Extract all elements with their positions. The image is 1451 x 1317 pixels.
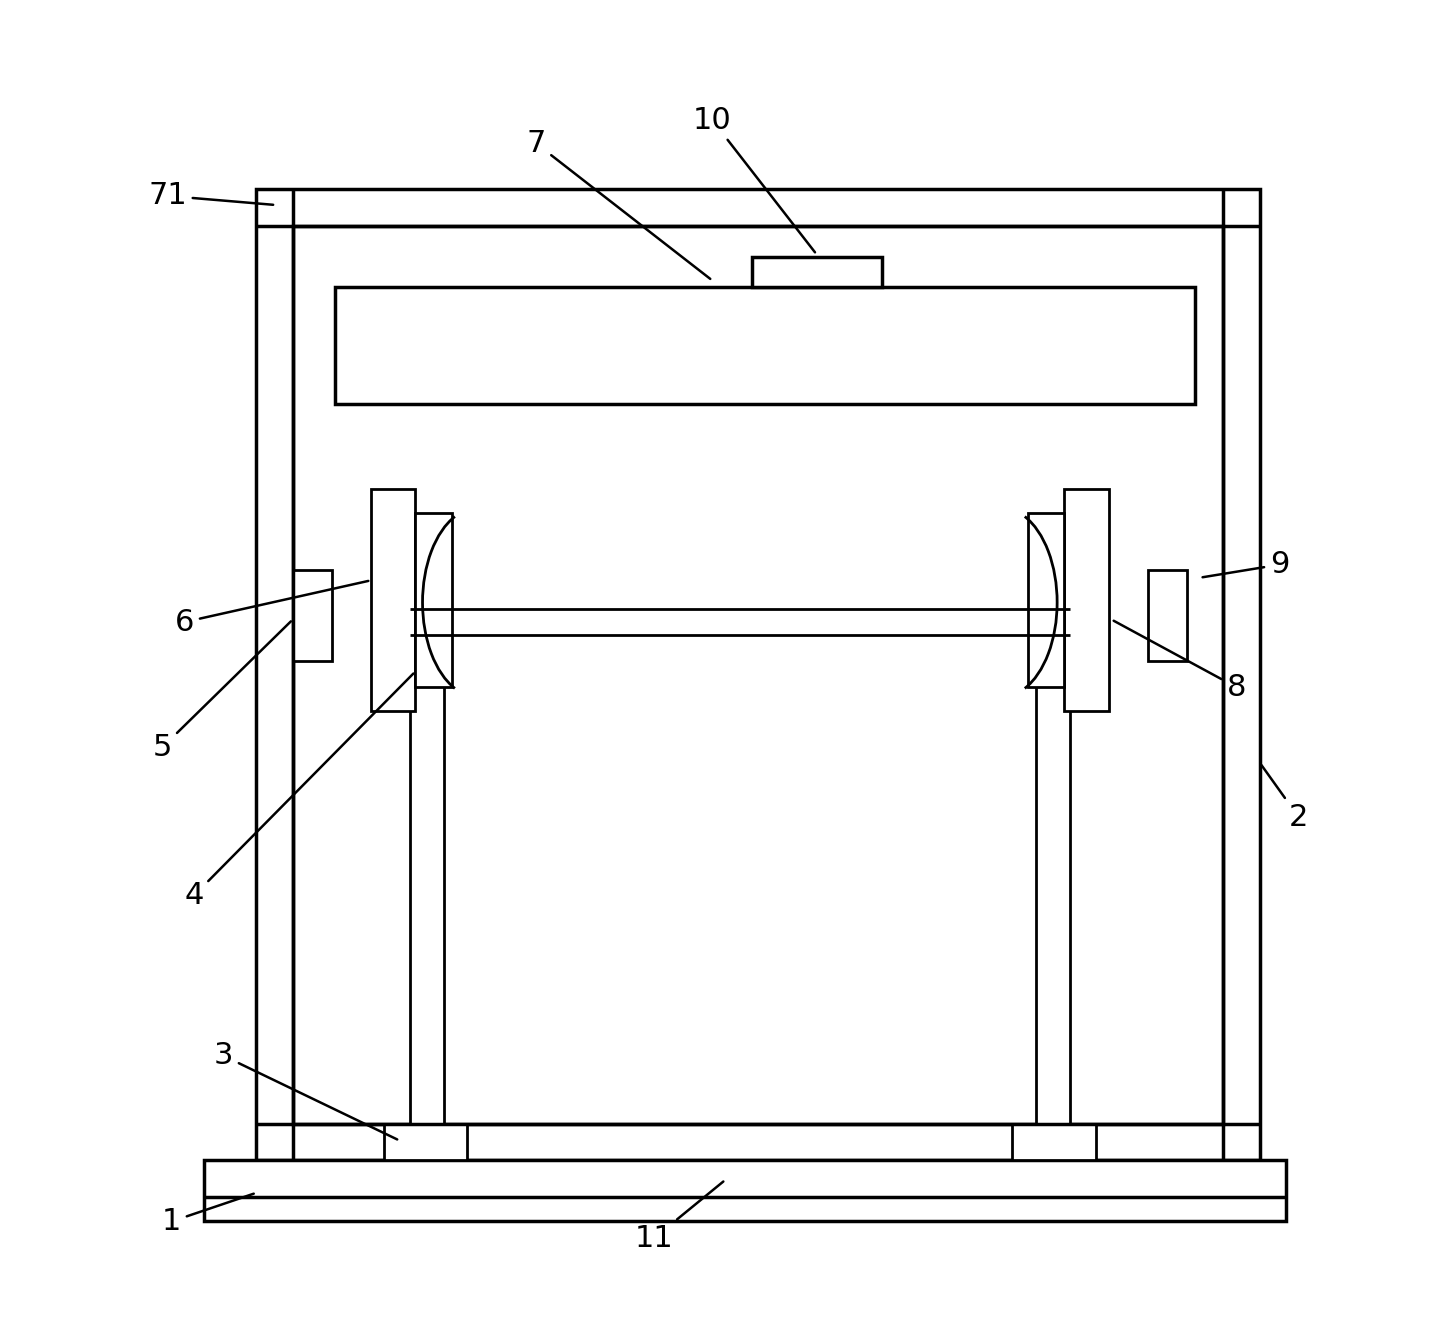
Text: 3: 3 <box>215 1042 398 1139</box>
Bar <box>415 512 451 687</box>
Bar <box>385 1123 467 1160</box>
Bar <box>411 599 444 1160</box>
Bar <box>257 190 1259 1160</box>
Bar <box>293 570 332 661</box>
Text: 1: 1 <box>163 1193 254 1235</box>
Bar <box>1036 599 1069 1160</box>
Text: 71: 71 <box>148 182 273 211</box>
Bar <box>752 257 882 287</box>
Text: 4: 4 <box>184 673 414 910</box>
Text: 11: 11 <box>634 1181 724 1252</box>
Bar <box>1065 489 1109 711</box>
Text: 8: 8 <box>1114 620 1246 702</box>
Bar <box>371 489 415 711</box>
Text: 9: 9 <box>1203 551 1288 579</box>
Bar <box>293 227 1223 1123</box>
Bar <box>1013 1123 1096 1160</box>
Bar <box>205 1160 1286 1221</box>
Text: 10: 10 <box>694 105 815 253</box>
Bar <box>335 287 1194 404</box>
Text: 5: 5 <box>152 622 290 761</box>
Text: 7: 7 <box>527 129 711 279</box>
Bar <box>1027 512 1065 687</box>
Text: 2: 2 <box>1261 765 1309 832</box>
Text: 6: 6 <box>176 581 369 636</box>
Bar <box>1148 570 1187 661</box>
